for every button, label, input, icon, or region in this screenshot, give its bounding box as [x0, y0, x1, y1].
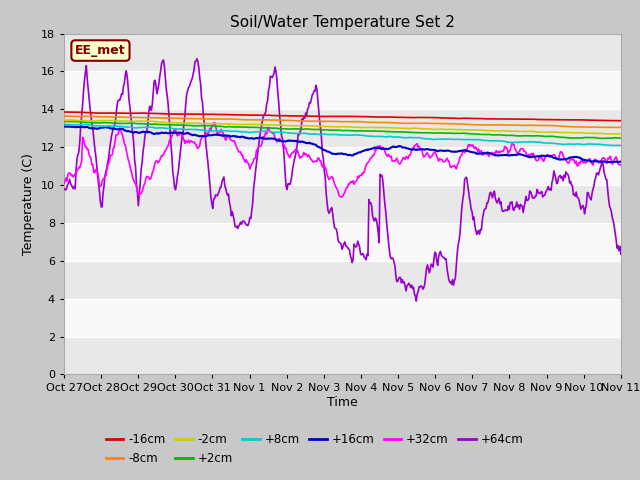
Bar: [64, 34, 621, 72]
Bar: [64, 223, 621, 261]
Bar: [64, 299, 621, 336]
Y-axis label: Temperature (C): Temperature (C): [22, 153, 35, 255]
Bar: [64, 185, 621, 223]
Bar: [64, 336, 621, 374]
Bar: [64, 147, 621, 185]
Title: Soil/Water Temperature Set 2: Soil/Water Temperature Set 2: [230, 15, 455, 30]
X-axis label: Time: Time: [327, 396, 358, 409]
Bar: [64, 72, 621, 109]
Bar: [64, 109, 621, 147]
Legend: -16cm, -8cm, -2cm, +2cm, +8cm, +16cm, +32cm, +64cm: -16cm, -8cm, -2cm, +2cm, +8cm, +16cm, +3…: [101, 428, 528, 469]
Bar: [64, 261, 621, 299]
Text: EE_met: EE_met: [75, 44, 126, 57]
